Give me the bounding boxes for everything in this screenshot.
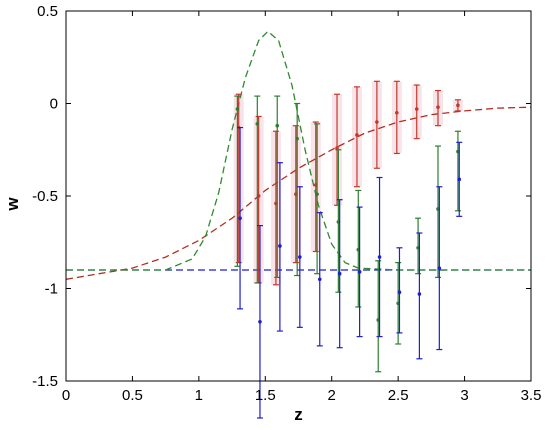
errorbar-s0-p8 bbox=[393, 80, 400, 155]
errorbar-s0-p6 bbox=[353, 86, 360, 188]
data-point bbox=[456, 103, 460, 108]
errorbar-s2-p1 bbox=[256, 225, 263, 419]
data-point bbox=[377, 255, 382, 259]
errorbar-s2-p0 bbox=[237, 126, 244, 310]
data-point bbox=[238, 216, 242, 220]
curve-1 bbox=[65, 106, 532, 280]
errorbar-series bbox=[234, 80, 463, 419]
x-tick-label: 1.5 bbox=[255, 387, 276, 404]
x-tick-label: 3.5 bbox=[521, 387, 542, 404]
data-point bbox=[414, 107, 419, 111]
errorbar-s2-p8 bbox=[396, 247, 403, 334]
errorbar-s2-p6 bbox=[356, 206, 363, 338]
errorbar-s1-p2 bbox=[274, 95, 281, 278]
errorbar-s2-p2 bbox=[276, 162, 283, 332]
data-point bbox=[295, 136, 299, 141]
errorbar-s0-p7 bbox=[373, 80, 380, 169]
x-axis-label: z bbox=[294, 405, 303, 424]
errorbar-s1-p4 bbox=[314, 123, 321, 275]
data-point bbox=[255, 122, 260, 126]
errorbar-s2-p9 bbox=[416, 232, 423, 360]
errorbar-s0-p4 bbox=[312, 121, 319, 253]
data-point bbox=[317, 277, 322, 282]
errorbar-s1-p8 bbox=[395, 262, 402, 345]
errorbar-s1-p7 bbox=[375, 260, 382, 373]
x-tick-label: 1 bbox=[195, 387, 203, 404]
y-tick-label: -1 bbox=[45, 281, 58, 298]
errorbar-s1-p6 bbox=[355, 189, 362, 308]
y-axis-label: w bbox=[3, 197, 22, 212]
errorbar-s0-p10 bbox=[435, 89, 441, 127]
data-point bbox=[278, 244, 282, 248]
x-axis-ticks: 0 0.5 1 1.5 2 2.5 3 3.5 bbox=[62, 11, 542, 404]
errorbar-s2-p4 bbox=[316, 212, 323, 347]
data-point bbox=[436, 105, 440, 109]
data-point bbox=[355, 133, 359, 137]
y-tick-label: 0.5 bbox=[37, 3, 58, 20]
errorbar-s2-p5 bbox=[336, 199, 343, 349]
data-point bbox=[457, 177, 462, 182]
data-point bbox=[417, 292, 422, 296]
errorbar-s1-p1 bbox=[254, 95, 261, 284]
errorbar-s0-p9 bbox=[413, 84, 420, 140]
data-point bbox=[397, 290, 402, 295]
data-point bbox=[258, 320, 262, 324]
y-tick-label: 0 bbox=[50, 96, 58, 113]
errorbar-s2-p10 bbox=[436, 186, 443, 351]
data-point bbox=[275, 123, 280, 128]
x-tick-label: 0.5 bbox=[122, 387, 143, 404]
data-point bbox=[315, 192, 319, 196]
data-point bbox=[337, 271, 342, 276]
data-point bbox=[437, 266, 442, 270]
errorbar-s1-p9 bbox=[415, 217, 422, 275]
error-band-shading bbox=[233, 81, 463, 285]
errorbar-s1-p0 bbox=[234, 95, 241, 267]
data-point bbox=[335, 146, 339, 150]
errorbar-s2-p7 bbox=[376, 176, 383, 338]
data-point bbox=[235, 107, 240, 111]
data-point bbox=[395, 110, 399, 115]
x-tick-label: 0 bbox=[62, 387, 70, 404]
y-axis-ticks: -1.5 -1 -0.5 0 0.5 bbox=[32, 3, 531, 390]
x-tick-label: 3 bbox=[460, 387, 468, 404]
y-tick-label: -0.5 bbox=[32, 188, 58, 205]
errorbar-s2-p11 bbox=[456, 141, 463, 217]
errorbar-s1-p3 bbox=[294, 102, 301, 277]
errorbar-s2-p3 bbox=[296, 186, 303, 328]
x-tick-label: 2.5 bbox=[388, 387, 409, 404]
x-tick-label: 2 bbox=[328, 387, 336, 404]
data-point bbox=[298, 255, 302, 259]
y-tick-label: -1.5 bbox=[32, 373, 58, 390]
errorbar-s0-p11 bbox=[454, 99, 461, 112]
errorbar-s1-p10 bbox=[435, 145, 441, 278]
data-point bbox=[357, 270, 362, 274]
errorbar-s1-p11 bbox=[454, 130, 461, 212]
data-point bbox=[375, 120, 379, 124]
